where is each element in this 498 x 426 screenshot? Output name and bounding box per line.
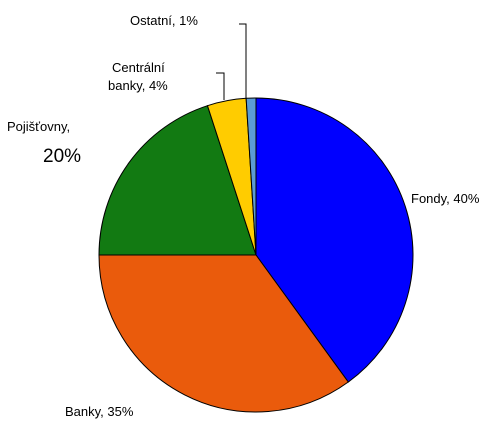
slice-fondy <box>255 97 414 383</box>
leader-lines <box>216 23 247 100</box>
slice-banky <box>98 254 349 413</box>
leader-line-ostatni <box>239 23 247 98</box>
pie-slices <box>98 97 414 413</box>
label-banky: Banky, 35% <box>65 404 134 419</box>
label-fondy: Fondy, 40% <box>411 191 480 206</box>
label-ostatni: Ostatní, 1% <box>130 13 198 28</box>
slice-pojistovny <box>98 105 257 256</box>
label-pojistovny-line1: Pojišťovny, <box>7 119 70 134</box>
label-centralni-line2: banky, 4% <box>108 78 168 93</box>
slice-ostatni <box>245 97 257 256</box>
leader-line-centralni-banky <box>216 72 225 100</box>
slice-labels: Fondy, 40% Banky, 35% Pojišťovny, 20% Ce… <box>7 13 480 419</box>
label-pojistovny-line2: 20% <box>43 146 81 167</box>
label-centralni-line1: Centrální <box>112 60 165 75</box>
